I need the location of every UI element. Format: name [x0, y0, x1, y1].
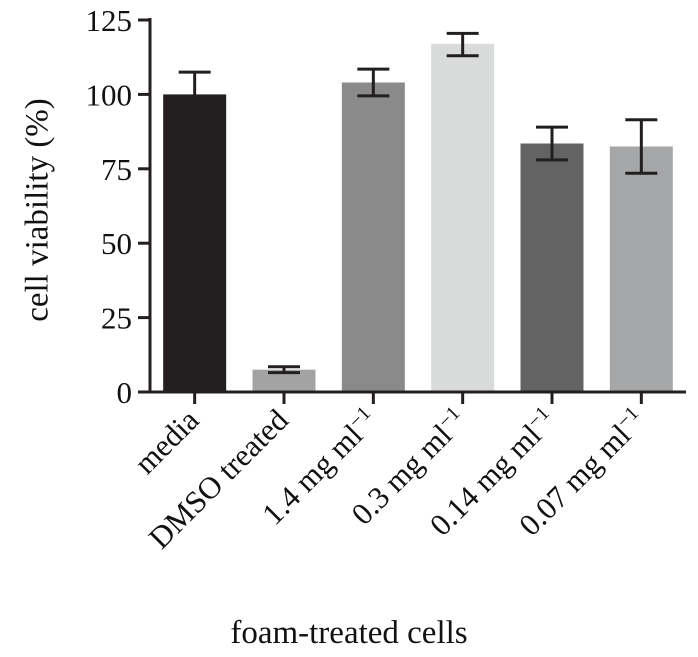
y-tick-label-1: 25 [101, 301, 132, 336]
bar-4 [520, 143, 584, 392]
bar-3 [431, 43, 495, 393]
x-tick-label-text: media [127, 402, 205, 480]
bar-0 [163, 94, 227, 393]
y-tick-label-3: 75 [101, 152, 132, 187]
y-tick-label-5: 125 [86, 3, 133, 38]
y-tick-label-2: 50 [101, 226, 132, 261]
bar-2 [341, 82, 405, 392]
y-tick-label-4: 100 [86, 77, 133, 112]
y-tick-label-0: 0 [117, 375, 133, 410]
y-axis-label: cell viability (%) [19, 98, 56, 322]
bar-5 [609, 146, 673, 392]
x-tick-label-0: media [127, 402, 205, 480]
x-axis-label: foam-treated cells [230, 615, 468, 651]
bar-1 [252, 369, 316, 392]
